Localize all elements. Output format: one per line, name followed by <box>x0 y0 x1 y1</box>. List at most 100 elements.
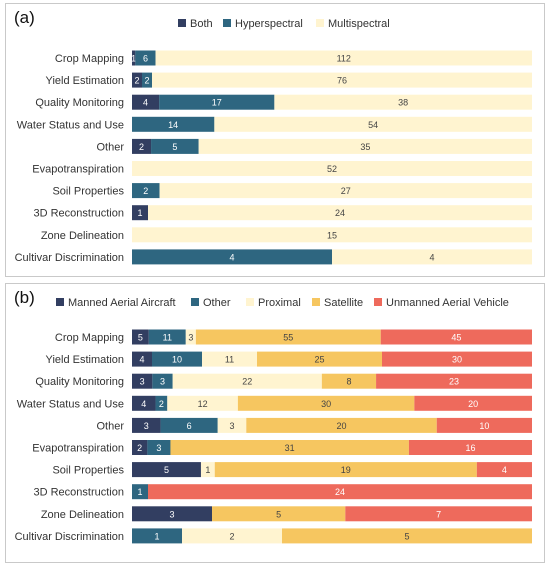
panel-label: (b) <box>14 288 35 307</box>
bar-segment <box>132 373 153 389</box>
category-label: Other <box>96 420 124 432</box>
data-label: 1 <box>154 531 159 541</box>
data-label: 3 <box>144 421 149 431</box>
data-label: 1 <box>205 465 210 475</box>
legend-swatch-3 <box>312 298 320 306</box>
bar-segment <box>132 205 148 221</box>
category-label: Evapotranspiration <box>32 443 124 455</box>
bar-segment <box>159 94 275 110</box>
bar-segment <box>132 249 332 265</box>
data-label: 24 <box>335 208 345 218</box>
data-label: 2 <box>144 76 149 86</box>
data-label: 2 <box>229 531 234 541</box>
data-label: 8 <box>346 377 351 387</box>
category-label: Quality Monitoring <box>35 97 124 109</box>
data-label: 3 <box>160 377 165 387</box>
data-label: 22 <box>242 377 252 387</box>
legend-label: Both <box>190 18 213 30</box>
data-label: 2 <box>159 399 164 409</box>
bar-segment <box>414 395 532 411</box>
bar-segment <box>217 417 247 433</box>
bar-segment <box>282 528 532 544</box>
category-label: Cultivar Discrimination <box>15 252 124 264</box>
bar-segment <box>382 351 532 367</box>
data-label: 112 <box>337 54 351 64</box>
legend-label: Multispectral <box>328 18 390 30</box>
data-label: 54 <box>368 120 378 130</box>
data-label: 3 <box>169 509 174 519</box>
data-label: 55 <box>283 333 293 343</box>
data-label: 76 <box>337 76 347 86</box>
data-label: 17 <box>212 98 222 108</box>
bar-segment <box>132 94 160 110</box>
category-label: 3D Reconstruction <box>34 208 125 220</box>
legend-label: Manned Aerial Aircraft <box>68 297 176 309</box>
category-label: Water Status and Use <box>17 119 124 131</box>
legend-label: Proximal <box>258 297 301 309</box>
bar-segment <box>132 528 182 544</box>
data-label: 6 <box>143 54 148 64</box>
data-label: 30 <box>452 355 462 365</box>
bar-segment <box>132 506 212 522</box>
bar-segment <box>202 351 257 367</box>
category-label: Yield Estimation <box>46 354 124 366</box>
legend-label: Unmanned Aerial Vehicle <box>386 297 509 309</box>
data-label: 4 <box>139 355 144 365</box>
data-label: 3 <box>140 377 145 387</box>
category-label: Evapotranspiration <box>32 164 124 176</box>
bar-segment <box>132 183 160 199</box>
bar-segment <box>142 72 152 88</box>
category-label: Water Status and Use <box>17 398 124 410</box>
category-label: Cultivar Discrimination <box>15 531 124 543</box>
bar-segment <box>476 462 532 478</box>
data-label: 5 <box>138 333 143 343</box>
data-label: 19 <box>341 465 351 475</box>
bar-segment <box>148 484 532 500</box>
data-label: 4 <box>141 399 146 409</box>
bar-segment <box>132 484 148 500</box>
data-label: 2 <box>134 76 139 86</box>
bar-segment <box>135 50 156 66</box>
data-label: 5 <box>172 142 177 152</box>
data-label: 4 <box>229 252 234 262</box>
stacked-bar-chart-a: Both Hyperspectral Multispectral Crop Mappi… <box>15 18 532 265</box>
bar-segment <box>170 440 409 455</box>
bar-segment <box>198 138 532 154</box>
bar-segment <box>132 227 532 243</box>
bar-segment <box>380 329 532 345</box>
data-label: 3 <box>188 333 193 343</box>
legend-swatch-2 <box>316 19 324 27</box>
bar-segment <box>182 528 282 544</box>
legend-swatch-0 <box>178 19 186 27</box>
legend-swatch-2 <box>246 298 254 306</box>
data-label: 10 <box>479 421 489 431</box>
data-label: 35 <box>360 142 370 152</box>
legend: Manned Aerial Aircraft Other Proximal Satel… <box>56 297 509 309</box>
data-label: 23 <box>449 377 459 387</box>
category-label: Crop Mapping <box>55 332 124 344</box>
data-label: 45 <box>451 333 461 343</box>
bar-segment <box>152 351 202 367</box>
data-label: 2 <box>143 186 148 196</box>
category-label: Yield Estimation <box>46 75 124 87</box>
data-label: 10 <box>172 355 182 365</box>
bar-segment <box>152 373 173 389</box>
data-label: 4 <box>143 98 148 108</box>
category-label: Crop Mapping <box>55 53 124 65</box>
data-label: 11 <box>163 333 172 343</box>
data-label: 4 <box>502 465 507 475</box>
legend-swatch-1 <box>191 298 199 306</box>
bar-segment <box>167 395 238 411</box>
bar-segment <box>274 94 532 110</box>
data-label: 1 <box>131 54 136 64</box>
bar-segment <box>257 351 382 367</box>
stacked-bar-chart-b: Manned Aerial Aircraft Other Proximal Satel… <box>15 297 532 544</box>
data-label: 4 <box>429 252 434 262</box>
bar-segment <box>155 50 532 66</box>
legend-swatch-1 <box>223 19 231 27</box>
bar-segment <box>376 373 532 389</box>
bar-segment <box>185 329 196 345</box>
legend-label: Other <box>203 297 231 309</box>
category-label: 3D Reconstruction <box>34 487 125 499</box>
bar-segment <box>172 373 322 389</box>
